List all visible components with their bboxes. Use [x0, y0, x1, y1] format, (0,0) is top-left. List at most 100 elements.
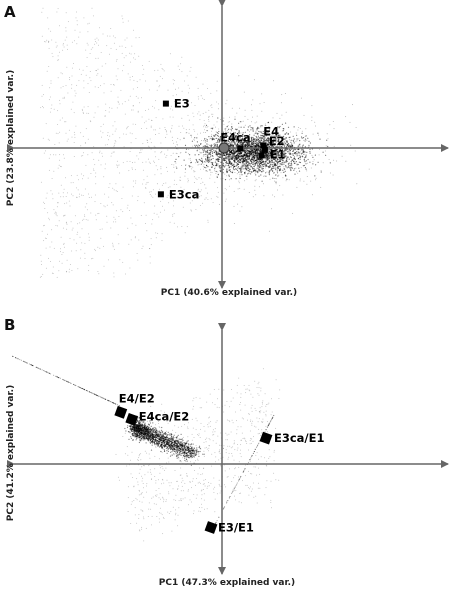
sample-dot — [199, 119, 201, 121]
sample-dot — [116, 59, 118, 60]
sample-dot — [110, 155, 112, 157]
sample-dot — [229, 144, 231, 146]
sample-dot — [73, 156, 75, 157]
sample-dot — [243, 91, 245, 93]
sample-dot — [306, 170, 308, 172]
sample-dot — [88, 236, 90, 238]
sample-dot — [51, 52, 53, 54]
sample-dot — [117, 234, 119, 236]
sample-dot — [258, 410, 260, 412]
sample-dot — [57, 77, 59, 79]
sample-dot — [138, 529, 140, 531]
sample-dot — [227, 130, 229, 131]
sample-dot — [272, 156, 274, 158]
sample-dot — [206, 126, 208, 128]
sample-dot — [200, 160, 202, 162]
sample-dot — [210, 161, 212, 164]
sample-dot — [228, 159, 230, 161]
sample-dot — [200, 482, 201, 484]
sample-dot — [114, 218, 116, 220]
sample-dot — [272, 142, 274, 144]
sample-dot — [215, 150, 218, 152]
sample-dot — [130, 142, 132, 144]
sample-dot — [301, 149, 303, 151]
sample-dot — [275, 181, 277, 183]
sample-dot — [51, 272, 53, 274]
sample-dot — [117, 165, 119, 167]
sample-dot — [261, 406, 263, 408]
sample-dot — [73, 131, 75, 133]
sample-dot — [182, 498, 184, 500]
sample-dot — [112, 244, 114, 246]
sample-dot — [74, 90, 76, 92]
sample-dot — [150, 508, 152, 510]
sample-dot — [233, 149, 235, 151]
sample-dot — [150, 125, 152, 127]
sample-dot — [178, 69, 180, 70]
sample-dot — [274, 180, 276, 182]
sample-dot — [356, 183, 358, 185]
sample-dot — [246, 175, 248, 177]
sample-dot — [290, 139, 292, 141]
sample-dot — [160, 142, 162, 144]
sample-dot — [253, 153, 255, 155]
sample-dot — [207, 154, 209, 156]
sample-dot — [148, 161, 150, 163]
sample-dot — [159, 75, 161, 77]
sample-dot — [137, 259, 139, 261]
sample-dot — [229, 116, 230, 118]
sample-dot — [336, 160, 338, 162]
sample-dot — [114, 121, 116, 123]
sample-dot — [235, 486, 237, 488]
sample-dot — [249, 154, 252, 156]
sample-dot — [273, 460, 275, 462]
sample-dot — [182, 206, 184, 208]
sample-dot — [51, 39, 53, 41]
sample-dot — [211, 465, 213, 467]
sample-dot — [276, 162, 278, 164]
sample-dot — [65, 221, 67, 223]
sample-dot — [84, 214, 85, 216]
sample-dot — [115, 141, 117, 143]
sample-dot — [239, 210, 241, 212]
sample-dot — [326, 139, 328, 141]
sample-dot — [104, 144, 106, 146]
sample-dot — [232, 156, 234, 158]
sample-dot — [150, 449, 153, 451]
sample-dot — [333, 159, 335, 161]
sample-dot — [53, 247, 55, 249]
sample-dot — [249, 460, 251, 462]
sample-dot — [288, 152, 290, 154]
sample-dot — [172, 152, 174, 154]
sample-dot — [129, 52, 130, 54]
sample-dot — [59, 103, 61, 105]
sample-dot — [122, 21, 124, 23]
sample-dot — [160, 152, 162, 154]
sample-dot — [149, 256, 151, 258]
sample-dot — [295, 153, 297, 155]
sample-dot — [58, 220, 60, 222]
sample-dot — [259, 487, 261, 489]
sample-dot — [256, 132, 258, 134]
sample-dot — [55, 41, 57, 43]
sample-dot — [267, 403, 269, 405]
sample-dot — [236, 433, 238, 435]
sample-dot — [138, 455, 140, 457]
sample-dot — [68, 271, 70, 273]
sample-dot — [82, 113, 84, 114]
sample-dot — [66, 202, 68, 204]
sample-dot — [298, 161, 300, 163]
sample-dot — [297, 129, 299, 131]
sample-dot — [199, 437, 201, 438]
sample-dot — [242, 168, 244, 170]
sample-dot — [231, 153, 233, 155]
sample-dot — [203, 499, 205, 501]
sample-dot — [179, 192, 181, 194]
sample-dot — [76, 24, 78, 26]
sample-dot — [135, 497, 137, 499]
sample-dot — [166, 170, 168, 172]
point-label-e2: E2 — [269, 134, 285, 148]
sample-dot — [280, 157, 282, 159]
sample-dot — [196, 494, 198, 496]
